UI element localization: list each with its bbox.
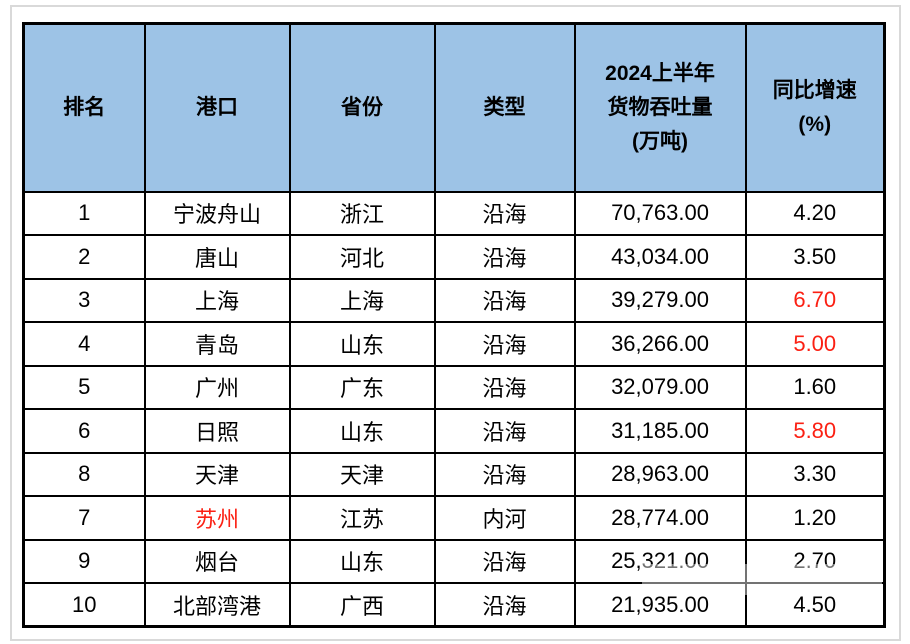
cell-growth: 4.20 bbox=[744, 190, 886, 236]
cell-rank: 8 bbox=[22, 451, 146, 497]
table-row: 9 烟台 山东 沿海 25,321.00 2.70 bbox=[22, 538, 886, 584]
cell-type: 内河 bbox=[433, 495, 576, 541]
table-body: 1 宁波舟山 浙江 沿海 70,763.00 4.20 2 唐山 河北 沿海 43,034.00 3.… bbox=[22, 190, 886, 628]
header-growth: 同比增速 (%) bbox=[744, 22, 886, 193]
cell-rank: 5 bbox=[22, 364, 146, 410]
cell-throughput: 21,935.00 bbox=[573, 582, 747, 628]
cell-growth: 1.60 bbox=[744, 364, 886, 410]
cell-province: 河北 bbox=[288, 234, 436, 280]
cell-province: 天津 bbox=[288, 451, 436, 497]
cell-port: 天津 bbox=[143, 451, 291, 497]
cell-port: 上海 bbox=[143, 277, 291, 323]
cell-port: 日照 bbox=[143, 408, 291, 454]
cell-type: 沿海 bbox=[433, 321, 576, 367]
cell-throughput: 36,266.00 bbox=[573, 321, 747, 367]
cell-province: 广东 bbox=[288, 364, 436, 410]
table-row: 8 天津 天津 沿海 28,963.00 3.30 bbox=[22, 451, 886, 497]
header-row: 排名 港口 省份 类型 2024上半年 货物吞吐量 (万吨) 同比增速 (%) bbox=[22, 22, 886, 193]
cell-rank: 3 bbox=[22, 277, 146, 323]
cell-throughput: 28,963.00 bbox=[573, 451, 747, 497]
table-row: 7 苏州 江苏 内河 28,774.00 1.20 bbox=[22, 495, 886, 541]
cell-throughput: 31,185.00 bbox=[573, 408, 747, 454]
cell-rank: 9 bbox=[22, 538, 146, 584]
cell-growth: 1.20 bbox=[744, 495, 886, 541]
header-province: 省份 bbox=[288, 22, 436, 193]
cell-growth: 6.70 bbox=[744, 277, 886, 323]
cell-rank: 4 bbox=[22, 321, 146, 367]
cell-type: 沿海 bbox=[433, 408, 576, 454]
cell-growth: 2.70 bbox=[744, 538, 886, 584]
table-row: 2 唐山 河北 沿海 43,034.00 3.50 bbox=[22, 234, 886, 280]
header-type: 类型 bbox=[433, 22, 576, 193]
cell-province: 山东 bbox=[288, 408, 436, 454]
table-row: 1 宁波舟山 浙江 沿海 70,763.00 4.20 bbox=[22, 190, 886, 236]
cell-throughput: 70,763.00 bbox=[573, 190, 747, 236]
cell-rank: 6 bbox=[22, 408, 146, 454]
cell-port: 北部湾港 bbox=[143, 582, 291, 628]
cell-throughput: 28,774.00 bbox=[573, 495, 747, 541]
cell-province: 江苏 bbox=[288, 495, 436, 541]
header-throughput: 2024上半年 货物吞吐量 (万吨) bbox=[573, 22, 747, 193]
table-row: 10 北部湾港 广西 沿海 21,935.00 4.50 bbox=[22, 582, 886, 628]
table-row: 3 上海 上海 沿海 39,279.00 6.70 bbox=[22, 277, 886, 323]
cell-port: 宁波舟山 bbox=[143, 190, 291, 236]
cell-type: 沿海 bbox=[433, 582, 576, 628]
cell-type: 沿海 bbox=[433, 364, 576, 410]
cell-growth: 3.30 bbox=[744, 451, 886, 497]
ports-ranking-table: 排名 港口 省份 类型 2024上半年 货物吞吐量 (万吨) 同比增速 (%) … bbox=[22, 22, 886, 628]
cell-rank: 2 bbox=[22, 234, 146, 280]
cell-port: 苏州 bbox=[143, 495, 291, 541]
cell-type: 沿海 bbox=[433, 538, 576, 584]
cell-rank: 1 bbox=[22, 190, 146, 236]
cell-growth: 5.80 bbox=[744, 408, 886, 454]
cell-throughput: 25,321.00 bbox=[573, 538, 747, 584]
header-port: 港口 bbox=[143, 22, 291, 193]
cell-growth: 5.00 bbox=[744, 321, 886, 367]
cell-province: 上海 bbox=[288, 277, 436, 323]
cell-growth: 3.50 bbox=[744, 234, 886, 280]
cell-port: 唐山 bbox=[143, 234, 291, 280]
cell-rank: 7 bbox=[22, 495, 146, 541]
cell-throughput: 32,079.00 bbox=[573, 364, 747, 410]
cell-type: 沿海 bbox=[433, 234, 576, 280]
table-row: 5 广州 广东 沿海 32,079.00 1.60 bbox=[22, 364, 886, 410]
cell-type: 沿海 bbox=[433, 451, 576, 497]
cell-type: 沿海 bbox=[433, 277, 576, 323]
cell-province: 浙江 bbox=[288, 190, 436, 236]
cell-port: 青岛 bbox=[143, 321, 291, 367]
cell-growth: 4.50 bbox=[744, 582, 886, 628]
header-rank: 排名 bbox=[22, 22, 146, 193]
cell-port: 广州 bbox=[143, 364, 291, 410]
cell-rank: 10 bbox=[22, 582, 146, 628]
cell-throughput: 39,279.00 bbox=[573, 277, 747, 323]
cell-throughput: 43,034.00 bbox=[573, 234, 747, 280]
table-row: 4 青岛 山东 沿海 36,266.00 5.00 bbox=[22, 321, 886, 367]
cell-port: 烟台 bbox=[143, 538, 291, 584]
cell-province: 广西 bbox=[288, 582, 436, 628]
cell-province: 山东 bbox=[288, 538, 436, 584]
cell-type: 沿海 bbox=[433, 190, 576, 236]
cell-province: 山东 bbox=[288, 321, 436, 367]
table-row: 6 日照 山东 沿海 31,185.00 5.80 bbox=[22, 408, 886, 454]
